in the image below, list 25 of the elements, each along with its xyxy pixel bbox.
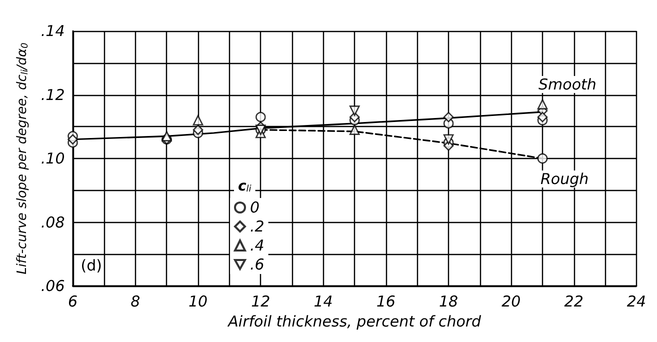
legend-label: 0 xyxy=(250,198,260,216)
x-tick-label: 12 xyxy=(251,292,270,310)
x-tick-label: 24 xyxy=(626,292,646,310)
y-tick-label: .10 xyxy=(40,150,65,168)
x-tick-label: 6 xyxy=(68,292,78,310)
legend-label: .6 xyxy=(250,256,264,274)
y-tick-label: .12 xyxy=(40,86,65,104)
x-tick-label: 16 xyxy=(376,292,396,310)
annotation: Rough xyxy=(540,170,589,188)
annotation: Smooth xyxy=(538,75,596,94)
legend-title: cli xyxy=(238,178,252,194)
legend-label: .2 xyxy=(250,218,264,236)
x-tick-label: 18 xyxy=(439,292,458,310)
x-axis-title: Airfoil thickness, percent of chord xyxy=(227,312,482,330)
y-tick-label: .06 xyxy=(40,277,65,295)
x-tick-label: 20 xyxy=(502,292,521,310)
y-tick-label: .08 xyxy=(40,213,65,232)
x-tick-label: 14 xyxy=(314,292,333,310)
y-tick-label: .14 xyxy=(40,22,65,40)
x-tick-label: 8 xyxy=(130,292,140,310)
legend-label: .4 xyxy=(250,236,264,254)
y-axis-title: Lift-curve slope per degree, dcli/dα0 xyxy=(15,42,30,274)
x-tick-label: 10 xyxy=(188,292,208,310)
x-tick-label: 22 xyxy=(564,292,584,310)
annotation: (d) xyxy=(80,256,102,274)
